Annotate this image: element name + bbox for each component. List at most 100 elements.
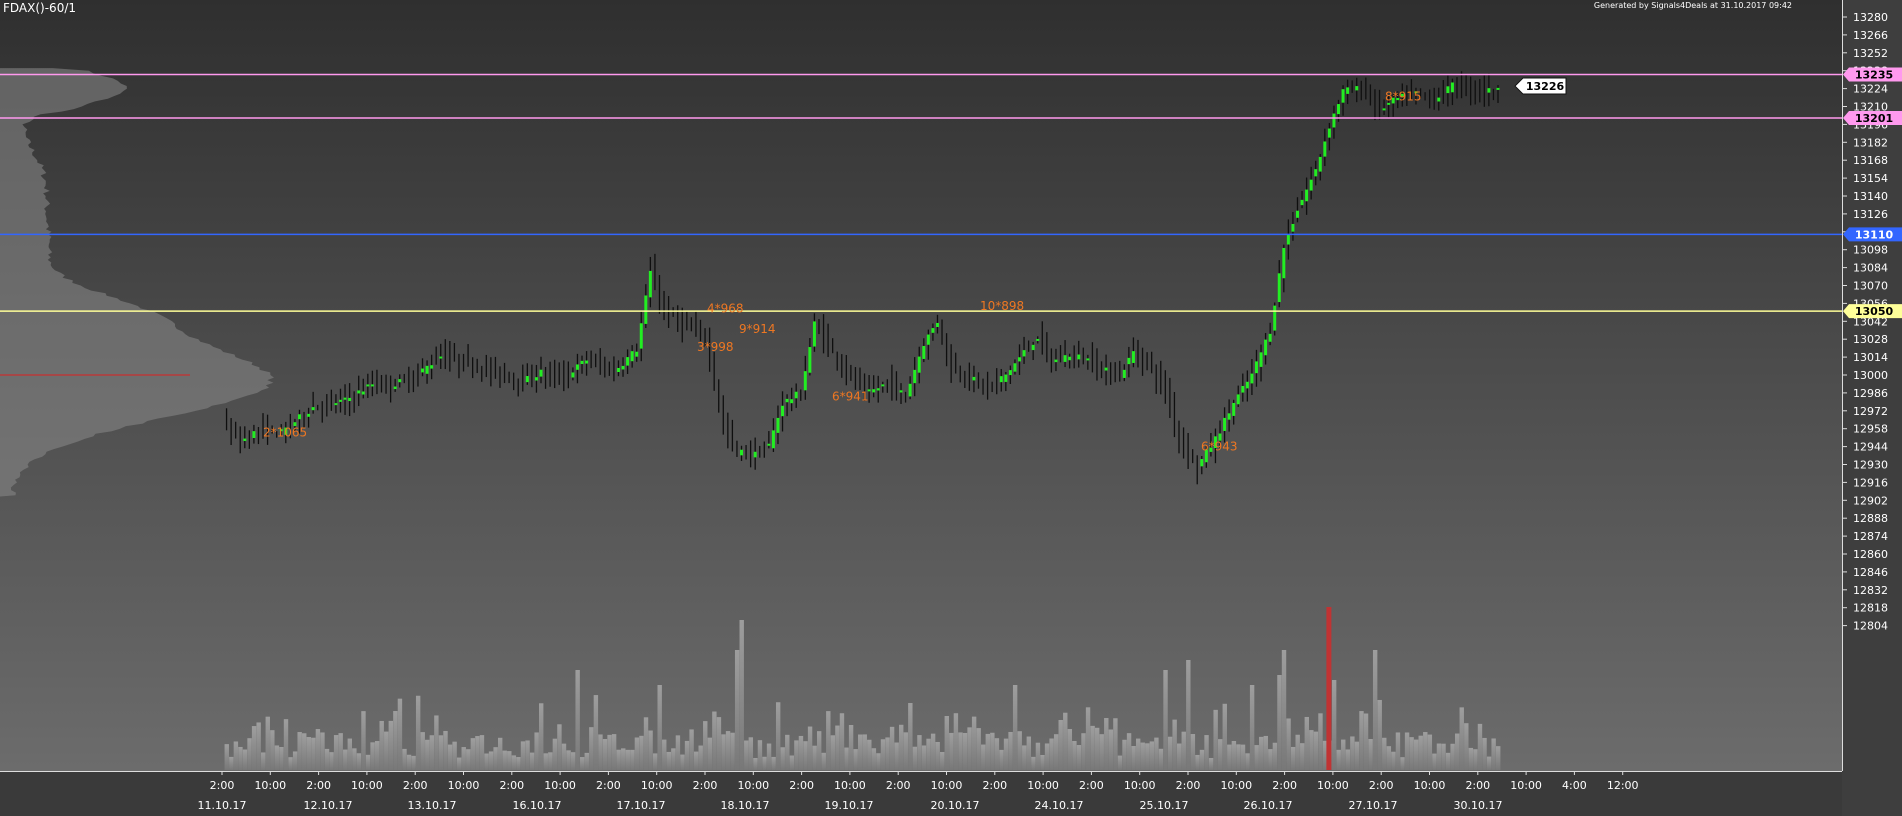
candle-body[interactable] xyxy=(1200,459,1204,467)
candle-body[interactable] xyxy=(539,369,543,377)
candle-body[interactable] xyxy=(926,334,930,345)
candle-body[interactable] xyxy=(1323,141,1327,157)
candle-body[interactable] xyxy=(1054,359,1058,363)
candle-body[interactable] xyxy=(1387,102,1391,105)
candle-body[interactable] xyxy=(398,379,402,383)
candle-body[interactable] xyxy=(767,443,771,446)
candle-body[interactable] xyxy=(1250,373,1254,384)
candle-body[interactable] xyxy=(1264,339,1268,356)
candle-body[interactable] xyxy=(794,391,798,399)
candle-body[interactable] xyxy=(1254,361,1258,374)
candle-body[interactable] xyxy=(279,429,283,432)
candle-body[interactable] xyxy=(343,397,347,400)
candle-body[interactable] xyxy=(931,328,935,333)
candle-body[interactable] xyxy=(1450,82,1454,93)
candle-body[interactable] xyxy=(1245,381,1249,389)
candle-body[interactable] xyxy=(771,430,775,449)
candle-body[interactable] xyxy=(571,372,575,378)
candle-body[interactable] xyxy=(803,371,807,391)
candle-body[interactable] xyxy=(525,376,529,383)
candle-body[interactable] xyxy=(635,351,639,357)
candle-body[interactable] xyxy=(881,384,885,387)
candle-body[interactable] xyxy=(1305,189,1309,202)
candle-body[interactable] xyxy=(899,390,903,393)
candle-body[interactable] xyxy=(307,413,311,417)
candle-body[interactable] xyxy=(922,345,926,359)
candle-body[interactable] xyxy=(1068,356,1072,361)
candle-body[interactable] xyxy=(393,386,397,390)
candle-body[interactable] xyxy=(1300,199,1304,206)
candle-body[interactable] xyxy=(753,451,757,458)
candle-body[interactable] xyxy=(252,431,256,439)
candle-body[interactable] xyxy=(1036,338,1040,341)
candle-body[interactable] xyxy=(361,391,365,395)
candle-body[interactable] xyxy=(1309,179,1313,191)
candle-body[interactable] xyxy=(1332,113,1336,128)
candle-body[interactable] xyxy=(648,270,652,298)
candle-body[interactable] xyxy=(872,389,876,393)
candle-body[interactable] xyxy=(534,377,538,381)
candle-body[interactable] xyxy=(908,383,912,397)
candle-body[interactable] xyxy=(1382,108,1386,111)
candle-body[interactable] xyxy=(1227,413,1231,420)
candle-body[interactable] xyxy=(1131,351,1135,363)
time-axis[interactable]: 2:00 10:00 2:00 10:00 2:00 10:00 2:00 10:00 2:00… xyxy=(198,771,1639,812)
candle-body[interactable] xyxy=(867,389,871,392)
candle-body[interactable] xyxy=(1122,369,1126,378)
candle-body[interactable] xyxy=(1008,370,1012,376)
candle-body[interactable] xyxy=(785,398,789,403)
candle-body[interactable] xyxy=(621,365,625,370)
candle-body[interactable] xyxy=(616,367,620,373)
candle-body[interactable] xyxy=(1318,156,1322,172)
candle-body[interactable] xyxy=(1004,374,1008,382)
candlestick-series[interactable] xyxy=(225,71,1500,485)
candle-body[interactable] xyxy=(1291,223,1295,232)
candle-body[interactable] xyxy=(1487,88,1491,93)
candle-body[interactable] xyxy=(1232,402,1236,416)
candle-body[interactable] xyxy=(1213,436,1217,449)
candle-body[interactable] xyxy=(1277,273,1281,303)
candle-body[interactable] xyxy=(425,365,429,374)
candle-body[interactable] xyxy=(876,388,880,391)
candle-body[interactable] xyxy=(808,347,812,373)
candle-body[interactable] xyxy=(293,422,297,427)
candle-body[interactable] xyxy=(338,399,342,402)
candle-body[interactable] xyxy=(1063,355,1067,362)
candle-body[interactable] xyxy=(284,427,288,435)
candle-body[interactable] xyxy=(1086,358,1090,361)
candle-body[interactable] xyxy=(1496,87,1500,90)
candle-body[interactable] xyxy=(370,384,374,387)
candle-body[interactable] xyxy=(1337,104,1340,115)
candle-body[interactable] xyxy=(580,360,584,365)
candle-body[interactable] xyxy=(1273,305,1277,331)
candle-body[interactable] xyxy=(334,403,338,406)
candle-body[interactable] xyxy=(366,384,370,387)
candle-body[interactable] xyxy=(297,414,301,420)
candle-body[interactable] xyxy=(1341,89,1345,103)
candle-body[interactable] xyxy=(1127,357,1131,365)
candle-body[interactable] xyxy=(1414,91,1418,94)
candle-body[interactable] xyxy=(644,295,648,324)
candle-body[interactable] xyxy=(1391,97,1395,104)
candle-body[interactable] xyxy=(243,438,247,442)
candle-body[interactable] xyxy=(1327,128,1331,138)
candle-body[interactable] xyxy=(1077,354,1081,360)
candle-body[interactable] xyxy=(1241,385,1245,393)
candle-body[interactable] xyxy=(913,369,917,384)
candle-body[interactable] xyxy=(1218,433,1222,441)
candle-body[interactable] xyxy=(776,417,780,433)
candle-body[interactable] xyxy=(972,376,976,381)
candle-body[interactable] xyxy=(1282,247,1286,279)
candle-body[interactable] xyxy=(935,322,939,328)
candle-body[interactable] xyxy=(1018,357,1021,362)
candle-body[interactable] xyxy=(421,368,425,373)
candle-body[interactable] xyxy=(1268,333,1272,342)
candle-body[interactable] xyxy=(311,407,315,411)
candle-body[interactable] xyxy=(1013,363,1017,372)
candle-body[interactable] xyxy=(999,376,1003,383)
candle-body[interactable] xyxy=(630,351,634,362)
candle-body[interactable] xyxy=(585,360,589,364)
candle-body[interactable] xyxy=(639,323,643,349)
candle-body[interactable] xyxy=(781,405,785,417)
